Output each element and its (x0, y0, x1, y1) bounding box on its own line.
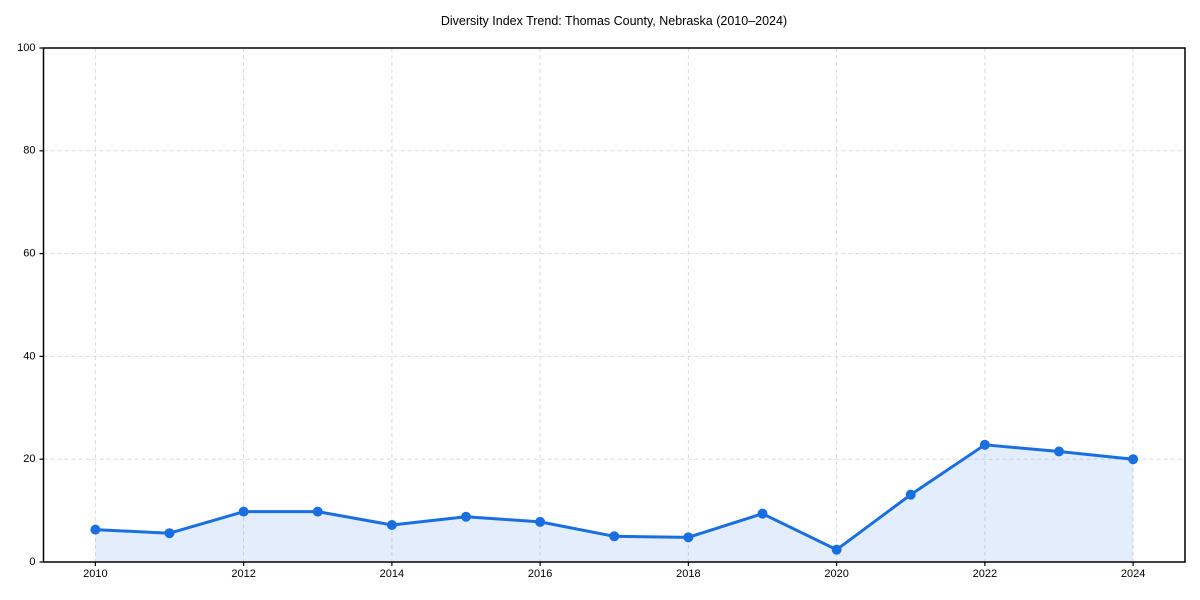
data-point (238, 506, 249, 517)
x-axis-tick-label: 2018 (676, 568, 700, 580)
data-point (1053, 446, 1064, 457)
data-point (164, 528, 175, 539)
x-axis-tick-label: 2010 (83, 568, 107, 580)
x-axis-tick-label: 2020 (824, 568, 848, 580)
data-point (905, 489, 916, 500)
x-axis-tick-label: 2022 (973, 568, 997, 580)
data-point (683, 532, 694, 543)
y-axis-tick-label: 60 (23, 248, 35, 260)
y-axis-tick-label: 80 (23, 145, 35, 157)
data-point (609, 531, 620, 542)
data-point (312, 506, 323, 517)
x-axis-tick-label: 2014 (380, 568, 404, 580)
data-point (386, 519, 397, 530)
chart-title: Diversity Index Trend: Thomas County, Ne… (440, 14, 788, 28)
data-point (979, 439, 990, 450)
y-axis-tick-label: 0 (29, 556, 35, 568)
y-axis-tick-label: 40 (23, 350, 35, 362)
x-axis-tick-label: 2012 (231, 568, 255, 580)
data-point (831, 544, 842, 555)
data-point (1128, 454, 1139, 465)
y-axis-tick-label: 20 (23, 453, 35, 465)
x-axis-tick-label: 2024 (1121, 568, 1145, 580)
x-axis-tick-label: 2016 (528, 568, 552, 580)
data-point (90, 524, 101, 535)
plot-border (42, 47, 1186, 563)
area-fill (95, 444, 1134, 562)
data-point (757, 508, 768, 519)
data-point (535, 516, 546, 527)
data-point (461, 511, 472, 522)
y-axis-tick-label: 100 (17, 42, 35, 54)
